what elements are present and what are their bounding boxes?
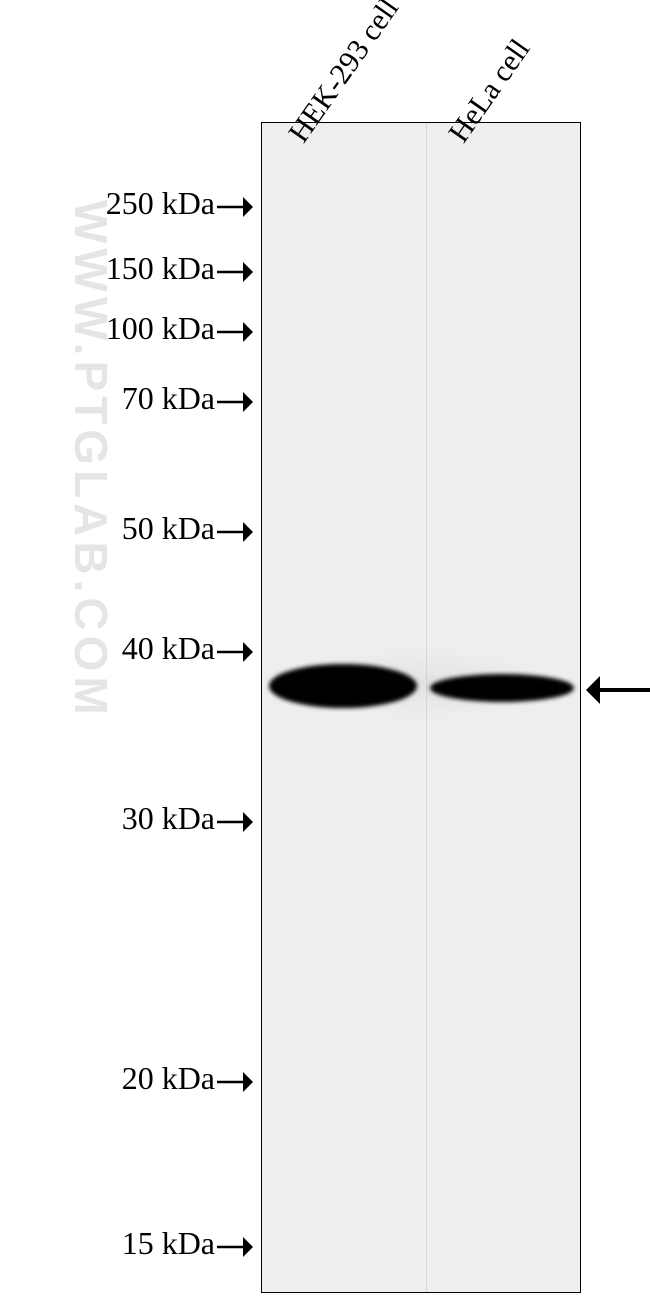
ladder-mark-label: 15 kDa [122,1225,215,1262]
band [430,674,574,702]
ladder-arrow-icon [217,392,253,412]
ladder-arrow-icon [217,812,253,832]
ladder-mark-label: 40 kDa [122,630,215,667]
blot-figure: WWW.PTGLAB.COM 250 kDa150 kDa100 kDa70 k… [0,0,650,1298]
ladder-mark: 30 kDa [122,800,253,837]
band-indicator-arrow [586,676,650,704]
ladder-mark: 250 kDa [106,185,253,222]
band [269,664,417,708]
ladder-mark: 100 kDa [106,310,253,347]
ladder-mark-label: 50 kDa [122,510,215,547]
ladder-mark-label: 150 kDa [106,250,215,287]
ladder-arrow-icon [217,642,253,662]
blot-area [261,122,581,1293]
ladder-mark-label: 250 kDa [106,185,215,222]
ladder-mark-label: 30 kDa [122,800,215,837]
ladder-mark: 40 kDa [122,630,253,667]
ladder-arrow-icon [217,522,253,542]
ladder-mark-label: 20 kDa [122,1060,215,1097]
ladder-arrow-icon [217,197,253,217]
ladder-mark: 150 kDa [106,250,253,287]
ladder-arrow-icon [217,322,253,342]
ladder-mark: 15 kDa [122,1225,253,1262]
ladder-mark: 50 kDa [122,510,253,547]
ladder-arrow-icon [217,1237,253,1257]
ladder-mark-label: 100 kDa [106,310,215,347]
ladder-mark: 70 kDa [122,380,253,417]
ladder-mark: 20 kDa [122,1060,253,1097]
ladder-arrow-icon [217,262,253,282]
ladder-mark-label: 70 kDa [122,380,215,417]
ladder-arrow-icon [217,1072,253,1092]
